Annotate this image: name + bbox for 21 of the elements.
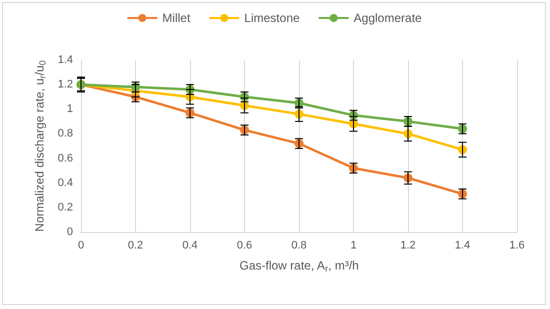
x-tick-label: 1.4 bbox=[454, 240, 470, 252]
y-tick-label: 0.6 bbox=[58, 152, 73, 164]
y-tick-label: 0 bbox=[66, 226, 73, 238]
x-tick-label: 0.8 bbox=[291, 240, 307, 252]
y-tick-label: 1 bbox=[66, 103, 73, 116]
y-tick-label: 1.2 bbox=[58, 78, 73, 91]
legend-label: Millet bbox=[162, 11, 191, 25]
y-tick-label: 0.2 bbox=[58, 201, 73, 214]
x-tick-label: 0 bbox=[78, 240, 84, 252]
y-axis-title: Normalized discharge rate, ur/u0 bbox=[32, 60, 48, 232]
x-tick-label: 1.2 bbox=[400, 240, 416, 252]
x-tick-label: 0.2 bbox=[128, 240, 144, 252]
x-tick-label: 1.6 bbox=[509, 240, 525, 252]
x-tick-label: 1 bbox=[350, 240, 357, 252]
x-tick-label: 0.6 bbox=[236, 240, 252, 252]
y-tick-label: 1.4 bbox=[58, 54, 73, 66]
legend-label: Limestone bbox=[244, 11, 300, 25]
y-tick-label: 0.8 bbox=[58, 128, 73, 140]
x-tick-label: 0.4 bbox=[182, 240, 198, 252]
legend-label: Agglomerate bbox=[354, 11, 422, 25]
y-tick-label: 0.4 bbox=[58, 176, 73, 189]
